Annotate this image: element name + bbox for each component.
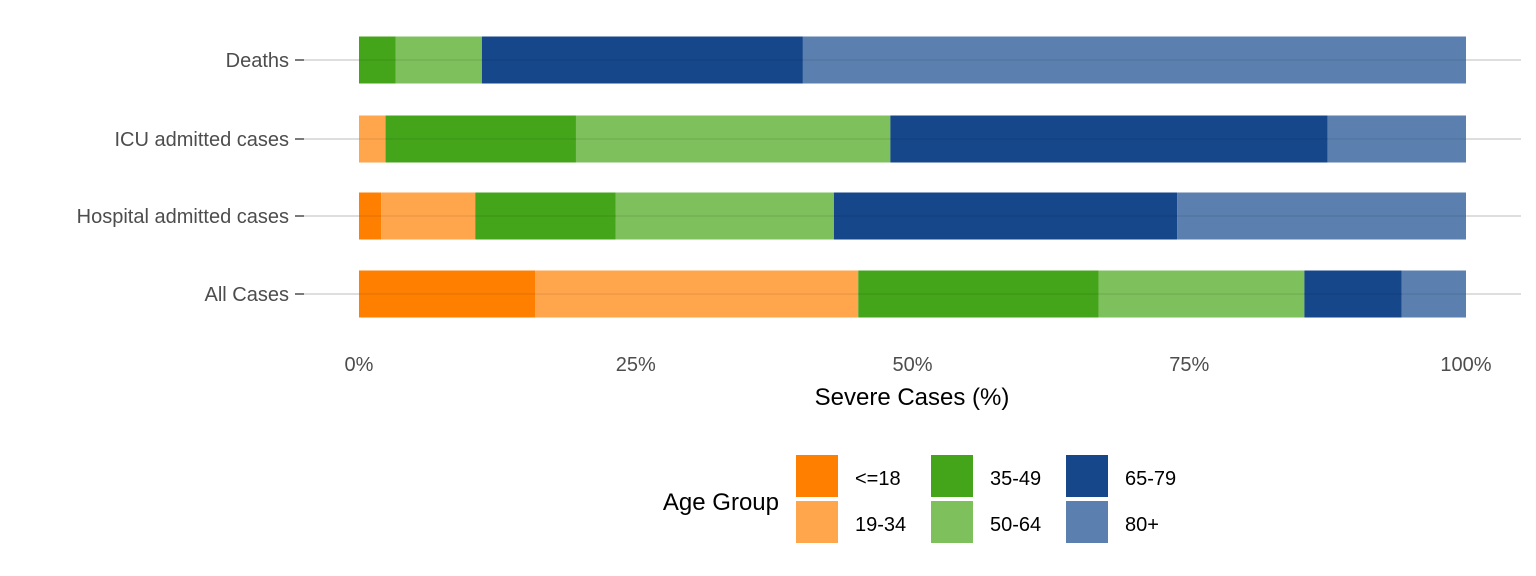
x-axis: 0% 25% 50% 75% 100% [345, 354, 1492, 376]
bar-all-cases-80 [1401, 270, 1466, 318]
legend-key-35-49 [931, 455, 973, 497]
bar-deaths-80 [802, 36, 1466, 84]
x-tick-label-75: 75% [1169, 354, 1209, 376]
bar-all-cases-18 [359, 270, 536, 318]
x-tick-label-100: 100% [1440, 354, 1491, 376]
bar-deaths-50-64 [395, 36, 482, 84]
y-tick-label-all-cases: All Cases [205, 284, 289, 306]
bar-all-cases-35-49 [858, 270, 1099, 318]
y-axis: Deaths ICU admitted cases Hospital admitte… [77, 50, 304, 306]
bar-icu-admitted-cases-35-49 [385, 115, 576, 163]
bar-all-cases-50-64 [1098, 270, 1305, 318]
legend-label-35-49: 35-49 [990, 468, 1041, 490]
x-axis-title: Severe Cases (%) [815, 384, 1010, 411]
bar-deaths-65-79 [481, 36, 803, 84]
bar-hospital-admitted-cases-19-34 [381, 192, 476, 240]
bar-icu-admitted-cases-19-34 [359, 115, 386, 163]
y-tick-label-icu-admitted-cases: ICU admitted cases [114, 129, 289, 151]
bar-hospital-admitted-cases-50-64 [615, 192, 834, 240]
legend-label-18: <=18 [855, 468, 901, 490]
legend-title: Age Group [663, 489, 779, 516]
x-tick-label-0: 0% [345, 354, 374, 376]
legend-key-80 [1066, 501, 1108, 543]
legend-key-18 [796, 455, 838, 497]
bars [359, 36, 1466, 318]
bar-hospital-admitted-cases-65-79 [833, 192, 1178, 240]
bar-hospital-admitted-cases-35-49 [475, 192, 616, 240]
bar-icu-admitted-cases-80 [1327, 115, 1466, 163]
x-tick-label-25: 25% [616, 354, 656, 376]
legend-key-65-79 [1066, 455, 1108, 497]
bar-icu-admitted-cases-65-79 [890, 115, 1328, 163]
legend-key-19-34 [796, 501, 838, 543]
legend-label-50-64: 50-64 [990, 514, 1041, 536]
bar-icu-admitted-cases-50-64 [575, 115, 891, 163]
y-tick-label-deaths: Deaths [226, 50, 289, 72]
legend-label-65-79: 65-79 [1125, 468, 1176, 490]
x-tick-label-50: 50% [892, 354, 932, 376]
gridlines [304, 59, 1521, 295]
legend-label-80: 80+ [1125, 514, 1159, 536]
bar-all-cases-65-79 [1304, 270, 1402, 318]
legend: Age Group <=18 19-34 35-49 50-64 65-79 80+ [663, 455, 1176, 543]
bar-hospital-admitted-cases-80 [1177, 192, 1466, 240]
legend-key-50-64 [931, 501, 973, 543]
bar-all-cases-19-34 [535, 270, 859, 318]
bar-hospital-admitted-cases-18 [359, 192, 382, 240]
bar-deaths-35-49 [359, 36, 396, 84]
legend-label-19-34: 19-34 [855, 514, 906, 536]
y-tick-label-hospital-admitted-cases: Hospital admitted cases [77, 206, 289, 228]
